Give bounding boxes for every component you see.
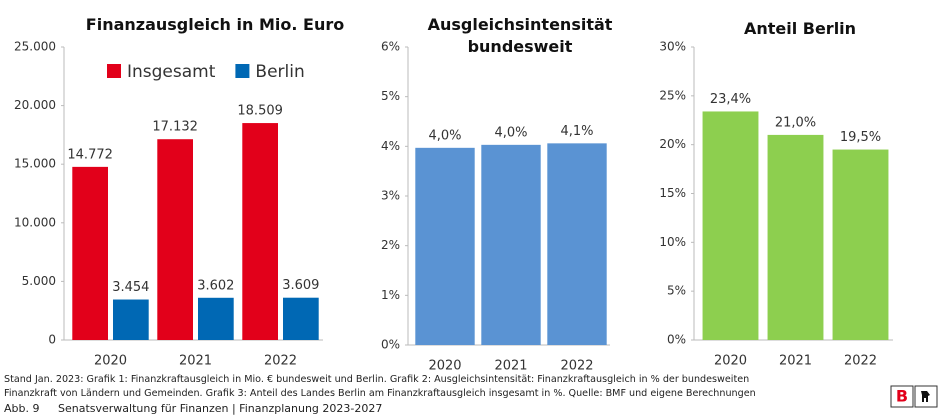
y-tick-label: 5.000: [22, 274, 56, 288]
value-label: 18.509: [237, 104, 283, 119]
value-label: 3.609: [282, 278, 319, 293]
y-tick-label: 15.000: [14, 157, 56, 171]
y-tick-label: 0: [48, 333, 56, 347]
x-tick-label: 2021: [179, 354, 212, 369]
y-tick-label: 5%: [667, 284, 686, 298]
x-tick-label: 2021: [779, 354, 812, 369]
chart-title: Finanzausgleich in Mio. Euro: [85, 15, 345, 34]
footnote: Finanzkraft von Ländern und Gemeinden. G…: [4, 388, 756, 399]
y-tick-label: 0%: [381, 338, 400, 352]
bar: [767, 134, 824, 340]
source: Senatsverwaltung für Finanzen | Finanzpl…: [58, 402, 383, 415]
y-tick-label: 4%: [381, 139, 400, 153]
logo-text: B: [896, 387, 908, 406]
y-tick-label: 3%: [381, 189, 400, 203]
value-label: 3.454: [112, 280, 149, 295]
value-label: 3.602: [197, 278, 234, 293]
y-tick-label: 20%: [659, 137, 686, 151]
bar: [198, 297, 234, 340]
bar: [547, 143, 607, 345]
chart-title: Anteil Berlin: [743, 19, 857, 38]
legend-label: Berlin: [255, 62, 304, 82]
y-tick-label: 1%: [381, 288, 400, 302]
y-tick-label: 15%: [659, 186, 686, 200]
logo-bear: [921, 391, 930, 402]
bar: [415, 147, 475, 345]
x-tick-label: 2022: [264, 354, 297, 369]
bar: [283, 297, 319, 340]
value-label: 4,0%: [494, 125, 527, 140]
y-tick-label: 20.000: [14, 98, 56, 112]
footnote: Stand Jan. 2023: Grafik 1: Finanzkraftau…: [4, 374, 750, 385]
value-label: 14.772: [67, 147, 113, 162]
logo-box: [890, 385, 914, 408]
y-tick-label: 0%: [667, 333, 686, 347]
value-label: 19,5%: [840, 130, 881, 145]
figure-number: Abb. 9: [4, 402, 40, 415]
x-tick-label: 2022: [844, 354, 877, 369]
y-tick-label: 25%: [659, 88, 686, 102]
bar: [481, 144, 541, 345]
bar: [157, 139, 193, 340]
chart-title: Ausgleichsintensität bundesweit: [427, 15, 613, 56]
bar: [113, 299, 149, 340]
value-label: 21,0%: [775, 115, 816, 130]
bar: [832, 149, 889, 340]
value-label: 4,0%: [428, 128, 461, 143]
x-tick-label: 2020: [94, 354, 127, 369]
x-tick-label: 2022: [560, 359, 593, 374]
value-label: 17.132: [152, 120, 198, 135]
y-tick-label: 6%: [381, 40, 400, 54]
y-tick-label: 5%: [381, 89, 400, 103]
legend-label: Insgesamt: [127, 62, 216, 82]
x-tick-label: 2020: [714, 354, 747, 369]
y-tick-label: 30%: [659, 40, 686, 54]
legend-swatch: [235, 64, 250, 78]
y-tick-label: 10.000: [14, 215, 56, 229]
y-tick-label: 25.000: [14, 40, 56, 54]
x-tick-label: 2021: [494, 359, 527, 374]
legend-swatch: [107, 64, 121, 78]
value-label: 4,1%: [560, 124, 593, 139]
bar: [242, 123, 278, 340]
bar: [72, 166, 108, 340]
value-label: 23,4%: [710, 92, 751, 107]
y-tick-label: 2%: [381, 238, 400, 252]
bar: [702, 111, 759, 341]
x-tick-label: 2020: [428, 359, 461, 374]
y-tick-label: 10%: [659, 235, 686, 249]
